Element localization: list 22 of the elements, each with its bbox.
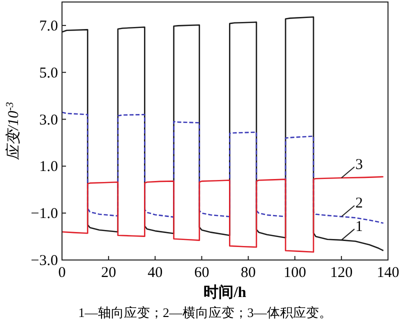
annotation: 3 [340,156,363,178]
annotation: 1—轴向应变；2—横向应变；3—体积应变。 [78,305,332,320]
y-tick-label: −3.0 [30,253,58,269]
x-tick-label: 100 [284,265,306,281]
x-tick-label: 120 [330,265,353,281]
y-tick-label: 1.0 [39,159,58,176]
y-tick-label: 5.0 [39,65,58,82]
x-tick-label: 140 [376,265,400,281]
x-tick-label: 80 [240,265,256,281]
y-tick-label: 7.0 [39,18,58,34]
x-tick-label: 0 [58,265,66,281]
annotation: 2 [340,196,363,218]
x-tick-label: 40 [148,265,163,281]
annotation: 1 [355,219,363,236]
annotation: 2 [355,196,363,212]
annotation: 1 [340,219,363,241]
x-tick-label: 60 [194,265,210,281]
y-tick-label: −1.0 [30,206,58,222]
annotation: 3 [355,156,363,173]
y-tick-label: 3.0 [39,112,58,128]
x-tick-label: 20 [101,265,116,281]
x-axis-title: 时间/h [204,284,247,301]
